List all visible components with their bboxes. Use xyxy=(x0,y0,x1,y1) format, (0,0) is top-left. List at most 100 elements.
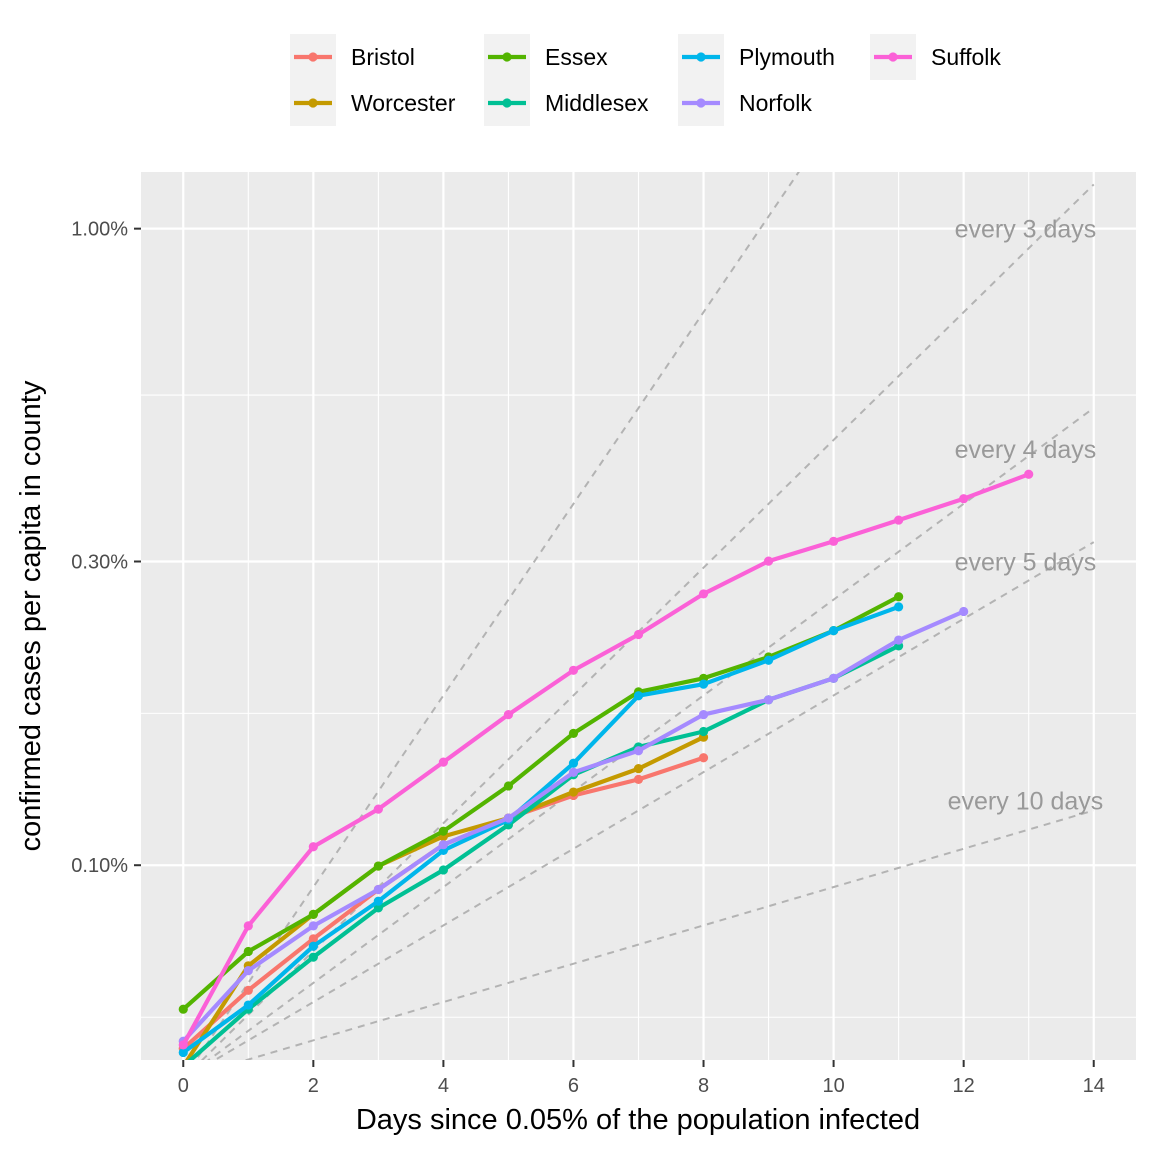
data-point-middlesex xyxy=(438,865,449,875)
legend-key-point xyxy=(502,98,512,108)
y-axis-title: confirmed cases per capita in county xyxy=(15,380,47,851)
data-point-plymouth xyxy=(828,626,839,636)
reference-line-10-days xyxy=(243,809,1095,1060)
data-point-worcester xyxy=(633,764,644,774)
y-tick-label: 0.10% xyxy=(71,855,128,877)
legend-label: Plymouth xyxy=(739,44,835,70)
y-axis: 0.10% 0.30% 1.00% xyxy=(71,219,141,877)
data-point-suffolk xyxy=(1024,469,1034,479)
data-point-essex xyxy=(178,1004,188,1014)
data-point-norfolk xyxy=(503,813,514,823)
y-tick-label: 0.30% xyxy=(71,551,128,573)
legend-label: Suffolk xyxy=(931,44,1001,70)
data-point-plymouth xyxy=(178,1047,188,1058)
data-point-essex xyxy=(373,861,383,871)
data-point-suffolk xyxy=(828,536,839,546)
data-point-norfolk xyxy=(438,840,449,850)
x-tick-label: 14 xyxy=(1083,1075,1105,1097)
data-point-suffolk xyxy=(698,589,709,599)
reference-label-every-4-days: every 4 days xyxy=(955,436,1097,464)
data-point-suffolk xyxy=(568,665,579,675)
data-point-essex xyxy=(243,946,253,957)
data-point-middlesex xyxy=(698,726,709,737)
x-tick-label: 2 xyxy=(308,1075,319,1097)
legend-label: Bristol xyxy=(351,44,415,70)
x-tick-label: 6 xyxy=(568,1075,579,1097)
x-tick-label: 10 xyxy=(822,1075,844,1097)
legend-key-point xyxy=(308,52,318,62)
x-tick-label: 12 xyxy=(953,1075,975,1097)
data-point-norfolk xyxy=(568,767,579,777)
data-point-middlesex xyxy=(308,952,318,962)
series-lines xyxy=(178,469,1034,1060)
x-tick-label: 4 xyxy=(438,1075,449,1097)
legend-label: Middlesex xyxy=(545,90,649,116)
x-axis-title: Days since 0.05% of the population infec… xyxy=(356,1104,920,1136)
x-tick-label: 8 xyxy=(698,1075,709,1097)
data-point-suffolk xyxy=(959,494,969,504)
data-point-plymouth xyxy=(568,758,579,768)
data-point-suffolk xyxy=(503,710,514,720)
data-point-suffolk xyxy=(633,629,644,640)
legend-item-bristol: Bristol xyxy=(290,34,415,80)
series-line-essex xyxy=(181,594,900,1011)
reference-line-2-days xyxy=(194,172,800,1060)
data-point-norfolk xyxy=(373,884,383,895)
data-point-suffolk xyxy=(438,757,449,767)
reference-label-every-3-days: every 3 days xyxy=(955,216,1097,244)
reference-line-labels: every 3 days every 4 days every 5 days ever… xyxy=(948,216,1104,816)
data-point-plymouth xyxy=(763,655,774,665)
data-point-plymouth xyxy=(698,679,709,689)
data-point-norfolk xyxy=(308,921,318,931)
series-line-suffolk xyxy=(181,472,1030,1046)
legend-label: Worcester xyxy=(351,90,456,116)
data-point-suffolk xyxy=(763,556,774,566)
major-gridlines xyxy=(141,172,1136,1060)
data-point-norfolk xyxy=(243,966,253,976)
legend-key-point xyxy=(888,52,898,62)
data-point-suffolk xyxy=(308,842,318,852)
data-point-plymouth xyxy=(373,896,383,906)
data-point-plymouth xyxy=(308,941,318,951)
data-point-bristol xyxy=(698,753,709,763)
data-point-suffolk xyxy=(178,1040,188,1050)
data-point-norfolk xyxy=(959,606,969,617)
data-point-bristol xyxy=(243,985,253,995)
legend: Bristol Worcester Essex Middlesex Plymouth No… xyxy=(290,34,1001,126)
legend-item-worcester: Worcester xyxy=(290,80,456,126)
legend-key-point xyxy=(696,52,706,62)
data-point-plymouth xyxy=(894,602,904,612)
data-point-norfolk xyxy=(698,710,709,720)
data-point-middlesex xyxy=(373,903,383,913)
legend-item-middlesex: Middlesex xyxy=(484,80,649,126)
legend-key-point xyxy=(308,98,318,108)
data-point-suffolk xyxy=(894,515,904,525)
reference-label-every-10-days: every 10 days xyxy=(948,787,1104,815)
legend-label: Norfolk xyxy=(739,90,812,116)
data-point-suffolk xyxy=(373,804,383,814)
data-point-essex xyxy=(308,909,318,920)
data-point-norfolk xyxy=(828,673,839,683)
x-axis: 0 2 4 6 8 10 12 14 xyxy=(178,1060,1105,1097)
x-tick-label: 0 xyxy=(178,1075,189,1097)
data-point-plymouth xyxy=(633,691,644,701)
data-point-essex xyxy=(568,728,579,738)
reference-label-every-5-days: every 5 days xyxy=(955,548,1097,576)
legend-key-point xyxy=(696,98,706,108)
minor-gridlines xyxy=(141,172,1136,1060)
legend-item-norfolk: Norfolk xyxy=(678,80,812,126)
legend-item-plymouth: Plymouth xyxy=(678,34,835,80)
legend-item-suffolk: Suffolk xyxy=(870,34,1001,80)
legend-key-point xyxy=(502,52,512,62)
data-point-plymouth xyxy=(243,1000,253,1010)
y-tick-label: 1.00% xyxy=(71,219,128,241)
series-line-plymouth xyxy=(182,604,900,1055)
data-point-bristol xyxy=(633,774,644,784)
data-point-worcester xyxy=(568,787,579,797)
data-point-norfolk xyxy=(894,635,904,645)
data-point-bristol xyxy=(308,934,318,944)
legend-label: Essex xyxy=(545,44,608,70)
data-point-essex xyxy=(438,826,449,836)
data-point-norfolk xyxy=(763,695,774,705)
